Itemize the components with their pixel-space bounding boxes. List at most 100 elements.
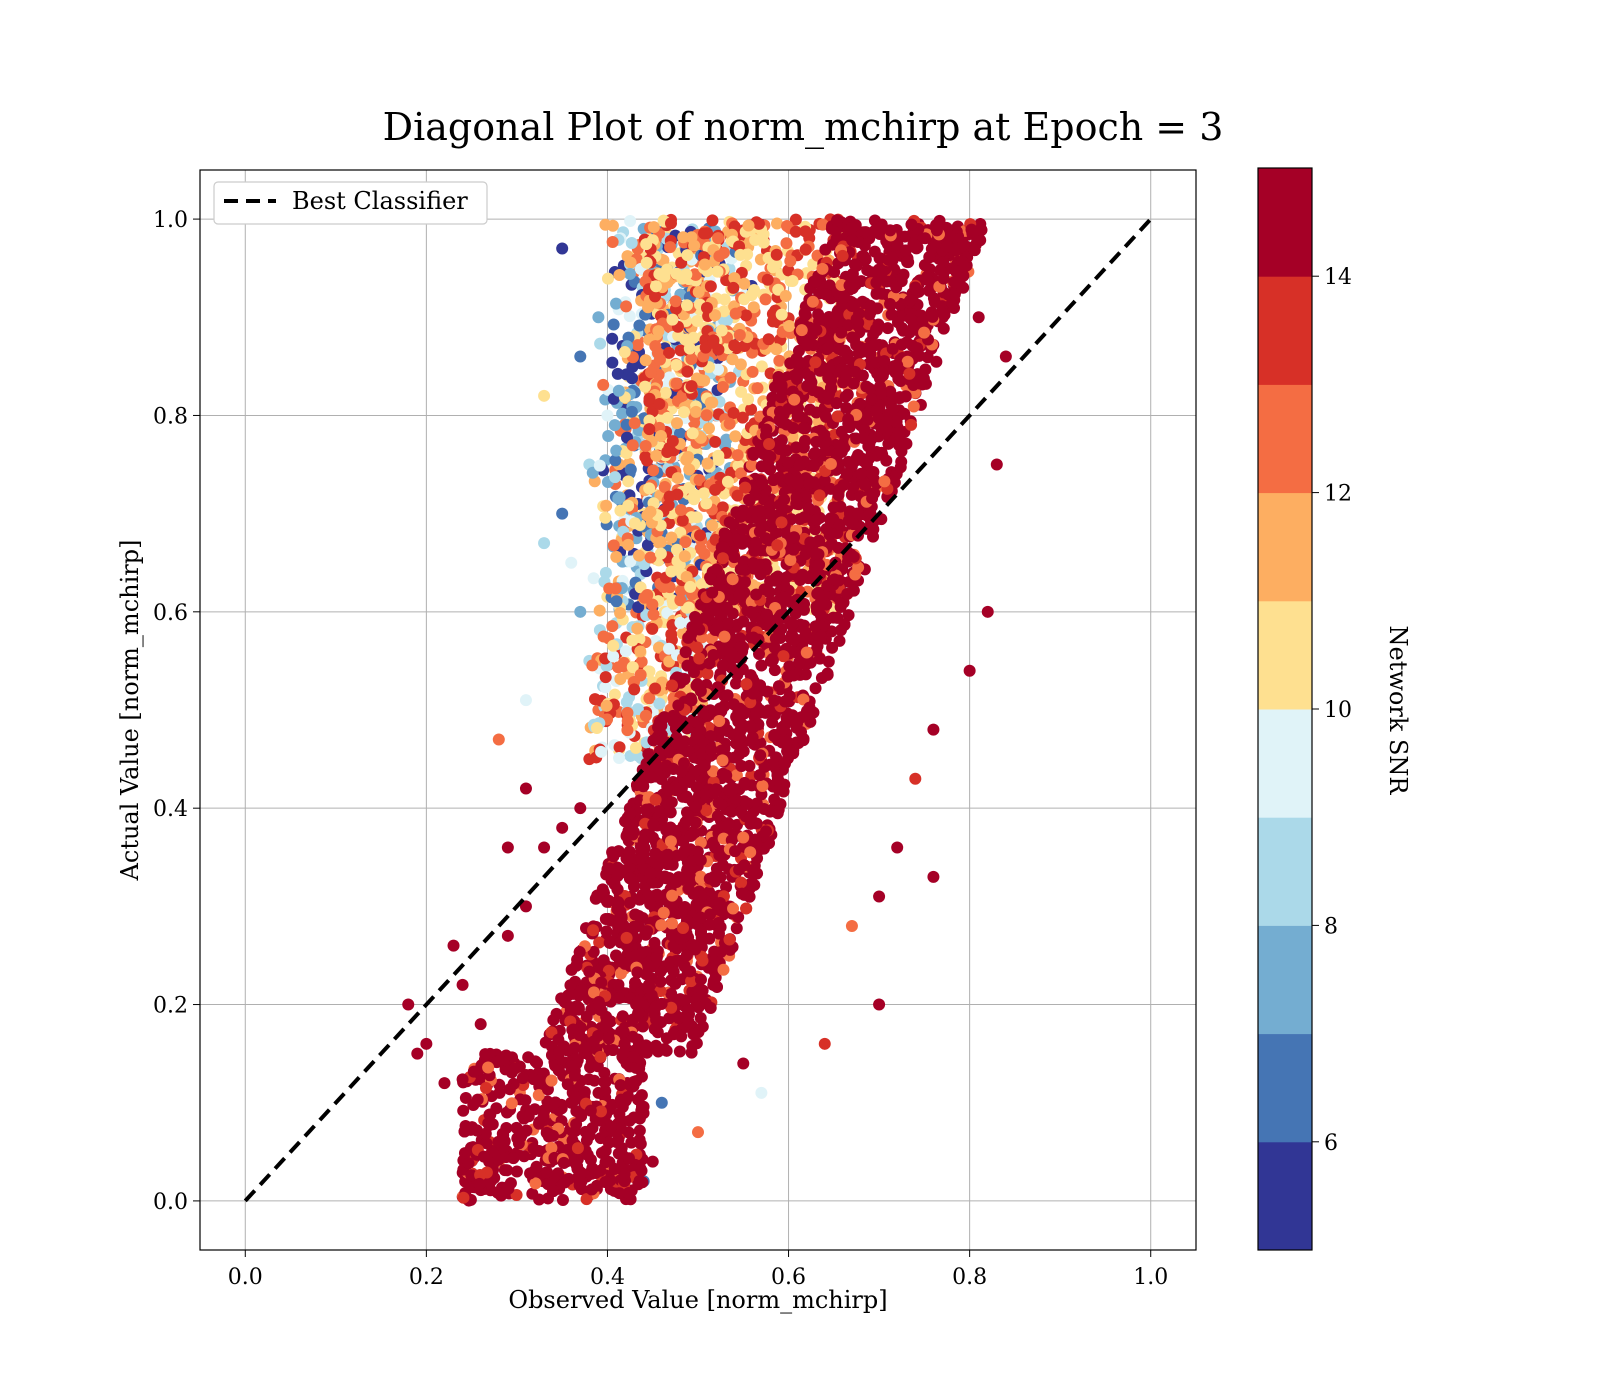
scatter-point-bg <box>631 339 644 352</box>
scatter-point-main <box>726 573 739 586</box>
scatter-point <box>592 311 605 324</box>
scatter-point-main <box>491 1186 504 1199</box>
scatter-point-bg <box>599 511 612 524</box>
scatter-point-bg <box>639 709 652 722</box>
scatter-point-main <box>672 699 685 712</box>
scatter-point-main <box>907 400 920 413</box>
scatter-point-bg <box>621 715 634 728</box>
scatter-point-bg <box>786 274 799 287</box>
scatter-point-main <box>865 467 878 480</box>
scatter-point-main <box>711 810 724 823</box>
scatter-point-bg <box>624 463 637 476</box>
scatter-point-main <box>659 872 672 885</box>
scatter-point-bg <box>653 697 666 710</box>
scatter-point-main <box>685 694 698 707</box>
scatter-point-main <box>784 554 797 567</box>
scatter-point-main <box>592 1086 605 1099</box>
scatter-point <box>501 929 514 942</box>
scatter-point-main <box>835 326 848 339</box>
scatter-point-main <box>766 716 779 729</box>
scatter-point <box>845 920 858 932</box>
scatter-point-main <box>666 917 679 930</box>
scatter-point-bg <box>661 411 674 424</box>
scatter-point-main <box>727 902 740 915</box>
scatter-point-bg <box>610 550 623 563</box>
scatter-point <box>999 350 1012 363</box>
scatter-point-main <box>876 265 889 278</box>
scatter-point-main <box>899 390 912 403</box>
scatter-point-bg <box>606 219 619 232</box>
scatter-point-bg <box>696 578 709 591</box>
scatter-point-main <box>818 474 831 487</box>
scatter-point-main <box>826 641 839 654</box>
scatter-point-main <box>467 1099 480 1112</box>
scatter-point-main <box>649 1040 662 1053</box>
scatter-point-main <box>496 1127 509 1140</box>
scatter-point-bg <box>607 650 620 663</box>
scatter-point-bg <box>773 354 786 367</box>
scatter-point-main <box>783 483 796 496</box>
scatter-point-bg <box>633 549 646 562</box>
scatter-point-main <box>755 659 768 672</box>
scatter-point-bg <box>663 490 676 503</box>
scatter-point-main <box>576 984 589 997</box>
scatter-point-main <box>790 491 803 504</box>
scatter-point-bg <box>609 471 622 484</box>
scatter-point <box>538 389 551 402</box>
scatter-point-main <box>553 1045 566 1058</box>
scatter-point-bg <box>629 741 642 754</box>
scatter-point-main <box>686 1039 699 1052</box>
scatter-point-main <box>848 258 861 271</box>
scatter-point-bg <box>700 497 713 510</box>
dense-point-mass <box>456 213 988 1207</box>
scatter-point-bg <box>816 218 829 231</box>
scatter-point-bg <box>698 258 711 271</box>
scatter-point-bg <box>681 365 694 378</box>
scatter-point-bg <box>652 325 665 338</box>
scatter-point-bg <box>665 531 678 544</box>
scatter-point-main <box>786 618 799 631</box>
scatter-point-main <box>734 805 747 818</box>
scatter-point <box>556 821 569 834</box>
scatter-point-bg <box>639 380 652 393</box>
scatter-point-bg <box>649 280 662 293</box>
scatter-point-main <box>728 551 741 564</box>
scatter-point-main <box>501 1164 514 1177</box>
scatter-point <box>492 733 505 746</box>
scatter-point-bg <box>789 225 802 238</box>
scatter-point-main <box>599 1176 612 1189</box>
chart-title: Diagonal Plot of norm_mchirp at Epoch = … <box>383 105 1224 150</box>
scatter-point-bg <box>643 482 656 495</box>
scatter-point-main <box>810 324 823 337</box>
scatter-point-bg <box>593 459 606 472</box>
scatter-point-main <box>881 322 894 335</box>
scatter-point-main <box>775 434 788 447</box>
scatter-point-main <box>780 735 793 748</box>
scatter-point-main <box>593 936 606 949</box>
scatter-point-main <box>785 628 798 641</box>
scatter-point <box>891 841 904 854</box>
scatter-point-main <box>684 830 697 843</box>
scatter-point-bg <box>707 336 720 349</box>
scatter-point-main <box>526 1187 539 1200</box>
scatter-point-bg <box>771 217 784 230</box>
scatter-point-main <box>693 652 706 665</box>
scatter-point-bg <box>670 377 683 390</box>
scatter-point-bg <box>783 319 796 332</box>
scatter-point-bg <box>694 529 707 542</box>
scatter-point-main <box>841 388 854 401</box>
scatter-point-bg <box>586 659 599 672</box>
scatter-point-main <box>583 965 596 978</box>
scatter-point-main <box>870 287 883 300</box>
scatter-point-main <box>813 489 826 502</box>
scatter-point-bg <box>622 538 635 551</box>
scatter-point-main <box>723 933 736 946</box>
scatter-point-main <box>772 680 785 693</box>
scatter-point-bg <box>643 414 656 427</box>
scatter-point-bg <box>595 745 608 758</box>
scatter-point-bg <box>640 256 653 269</box>
scatter-point-main <box>594 1164 607 1177</box>
scatter-point-bg <box>745 403 758 416</box>
scatter-point-main <box>692 716 705 729</box>
scatter-point-bg <box>704 396 717 409</box>
